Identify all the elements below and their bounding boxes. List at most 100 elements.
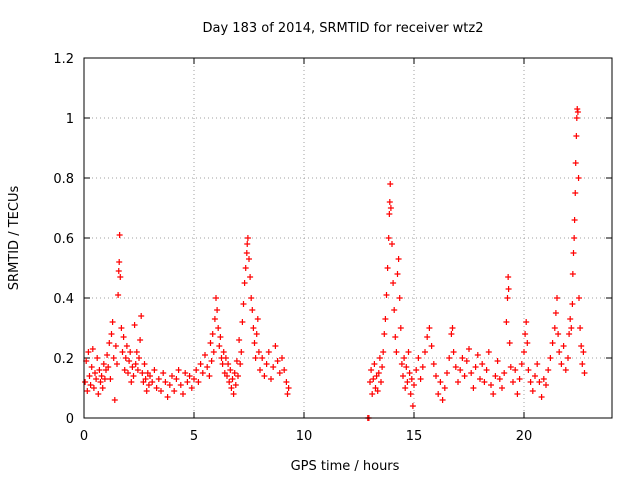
data-point [524,340,531,346]
data-point [226,379,233,385]
data-point [96,367,103,373]
data-point [100,361,107,367]
data-point [232,382,239,388]
data-point [525,367,532,373]
data-point [504,295,511,301]
data-point [134,367,141,373]
y-tick-label: 1.2 [53,52,74,67]
data-point [193,367,200,373]
data-point [272,343,279,349]
data-point [199,370,206,376]
data-point [285,385,292,391]
data-point [236,337,243,343]
data-point [254,316,261,322]
data-point [281,367,288,373]
data-point [115,292,122,298]
data-point [494,358,501,364]
data-point [255,349,262,355]
data-point [506,340,513,346]
data-point [446,355,453,361]
data-point [574,106,581,112]
data-point [90,385,97,391]
data-point [253,331,260,337]
data-point [560,343,567,349]
data-point [116,259,123,265]
data-point [479,361,486,367]
data-point [95,391,102,397]
data-point [383,292,390,298]
data-point [378,379,384,385]
data-point [224,373,230,379]
data-point [128,379,135,385]
data-point [573,133,580,139]
data-point [213,295,219,301]
data-point [214,307,221,313]
data-point [118,325,125,331]
data-point [162,379,169,385]
data-point [197,361,204,367]
data-point [428,343,435,349]
data-point [217,334,224,340]
data-point [109,319,116,325]
data-point [554,295,560,301]
data-point [123,343,130,349]
data-point [433,373,439,379]
data-point [276,370,283,376]
data-points [82,106,588,421]
data-point [249,307,256,313]
data-point [119,349,126,355]
data-point [195,379,202,385]
data-point [241,280,248,286]
data-point [384,265,391,271]
data-point [112,343,119,349]
data-point [139,370,146,376]
data-point [501,370,508,376]
data-point [387,205,394,211]
data-point [483,367,490,373]
data-point [231,370,238,376]
data-point [145,382,152,388]
data-point [250,325,257,331]
data-point [225,361,232,367]
data-point [450,349,457,355]
data-point [403,364,410,370]
y-tick-label: 0.6 [53,232,74,247]
data-point [386,211,393,217]
x-tick-labels: 0 5 10 15 20 [80,429,532,444]
data-point [106,340,113,346]
data-point [114,361,120,367]
data-point [252,355,259,361]
data-point [435,391,442,397]
data-point [534,361,541,367]
data-point [141,361,148,367]
data-point [575,175,582,181]
data-point [151,367,158,373]
data-point [572,190,579,196]
data-point [283,379,290,385]
data-point [551,325,558,331]
data-point [514,391,521,397]
data-point [89,346,96,352]
data-point [477,376,483,382]
data-point [115,268,122,274]
data-point [532,373,538,379]
data-point [85,349,92,355]
data-point [549,340,556,346]
data-point [402,385,409,391]
data-point [173,376,180,382]
data-point [512,367,519,373]
data-point [518,361,525,367]
data-point [405,349,412,355]
data-point [391,307,398,313]
data-point [576,295,582,301]
data-point [389,241,395,247]
data-point [92,370,98,376]
data-point [191,376,197,382]
data-point [424,334,431,340]
data-point [239,319,246,325]
data-point [279,355,285,361]
data-point [202,352,208,358]
data-point [117,274,124,280]
y-axis-label: SRMTID / TECUs [7,186,22,291]
